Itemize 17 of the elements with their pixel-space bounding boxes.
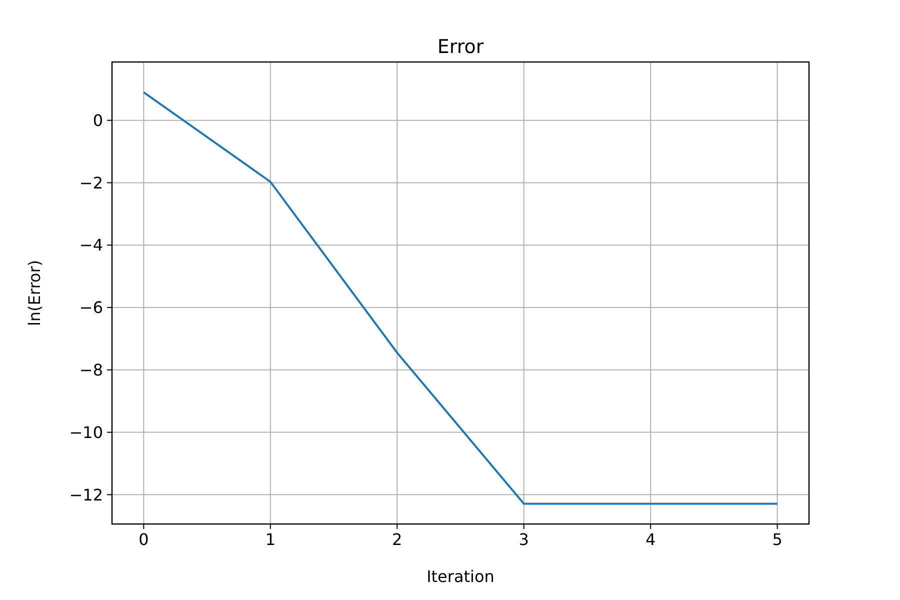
y-tick-label: −10: [69, 422, 103, 442]
x-tick-label: 1: [265, 530, 276, 549]
x-tick-label: 2: [392, 530, 402, 549]
line-series: [142, 91, 778, 505]
y-tick-label: −8: [79, 360, 103, 380]
y-tick-label: 0: [92, 110, 103, 130]
x-tick-label: 4: [645, 530, 656, 549]
y-tick-label: −2: [79, 173, 103, 192]
y-tick-label: −12: [69, 485, 103, 504]
chart-title: Error: [437, 36, 484, 58]
x-tick-label: 5: [772, 530, 782, 549]
y-tick-label: −4: [79, 236, 103, 255]
x-tick-label: 3: [518, 530, 529, 549]
y-tick-label: −6: [79, 298, 103, 318]
x-axis-title: Iteration: [426, 567, 494, 586]
y-axis-title: ln(Error): [25, 260, 44, 326]
x-tick-label: 0: [138, 530, 149, 549]
